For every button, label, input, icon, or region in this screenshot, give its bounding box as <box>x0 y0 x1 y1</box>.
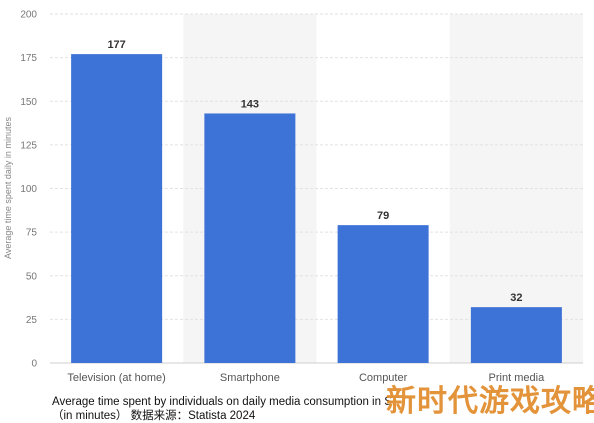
y-tick-label: 100 <box>20 184 37 195</box>
x-axis-categories: Television (at home) Smartphone Computer Pr… <box>67 372 545 384</box>
watermark-text: 新时代游戏攻略 <box>386 384 594 419</box>
y-tick-label: 200 <box>20 10 37 21</box>
x-category-label: Print media <box>489 372 546 384</box>
caption-line-1: Average time spent by individuals on dai… <box>52 396 392 408</box>
y-axis-title: Average time spent daily in minutes <box>3 117 13 259</box>
y-tick-label: 50 <box>26 271 38 282</box>
bar <box>71 54 163 363</box>
y-tick-label: 125 <box>20 140 37 151</box>
bar <box>337 225 429 363</box>
data-label: 177 <box>107 39 125 51</box>
bar <box>204 113 296 363</box>
data-label: 79 <box>377 210 389 222</box>
x-category-label: Television (at home) <box>67 372 165 384</box>
data-label: 32 <box>510 292 522 304</box>
x-category-label: Smartphone <box>220 372 280 384</box>
x-category-label: Computer <box>359 372 408 384</box>
y-tick-label: 0 <box>31 359 37 370</box>
data-label: 143 <box>241 98 259 110</box>
bars <box>71 54 562 363</box>
data-labels: 177 143 79 32 <box>107 39 522 304</box>
y-tick-label: 175 <box>20 53 37 64</box>
y-axis-ticks: 0 25 50 75 100 125 150 175 200 <box>20 10 37 370</box>
y-tick-label: 150 <box>20 97 37 108</box>
y-tick-label: 25 <box>26 315 38 326</box>
bar <box>470 307 562 363</box>
chart-caption: Average time spent by individuals on dai… <box>52 395 582 423</box>
caption-line-2: （in minutes） 数据来源：Statista 2024 <box>52 410 256 422</box>
y-tick-label: 75 <box>26 228 38 239</box>
